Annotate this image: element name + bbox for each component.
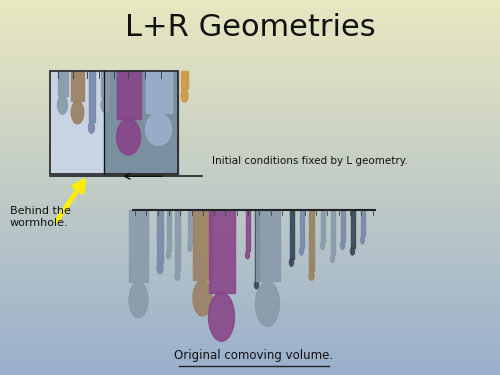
Ellipse shape — [193, 280, 212, 316]
Ellipse shape — [146, 113, 172, 146]
Bar — [208, 210, 234, 292]
Bar — [129, 210, 148, 282]
Text: L+R Geometries: L+R Geometries — [124, 13, 376, 42]
Bar — [146, 71, 172, 113]
Ellipse shape — [101, 98, 109, 112]
Bar — [256, 210, 280, 281]
Bar — [50, 71, 104, 174]
Ellipse shape — [246, 251, 250, 259]
Ellipse shape — [340, 242, 344, 249]
Bar — [340, 210, 344, 242]
Ellipse shape — [88, 122, 94, 133]
Text: Original comoving volume.: Original comoving volume. — [174, 349, 334, 362]
Ellipse shape — [256, 281, 280, 326]
Bar — [330, 210, 334, 255]
Ellipse shape — [58, 96, 68, 114]
Bar — [116, 71, 140, 119]
Bar — [58, 71, 68, 96]
Bar — [320, 210, 324, 242]
Bar — [290, 210, 294, 259]
Bar — [181, 71, 188, 89]
Bar — [175, 210, 180, 271]
Bar — [157, 210, 163, 262]
Bar — [88, 71, 94, 122]
Ellipse shape — [290, 259, 294, 266]
Ellipse shape — [188, 244, 192, 251]
Ellipse shape — [320, 242, 324, 249]
Text: Initial conditions fixed by L geometry.: Initial conditions fixed by L geometry. — [212, 156, 408, 166]
Bar — [309, 210, 314, 271]
Bar — [50, 71, 178, 174]
Ellipse shape — [175, 271, 180, 280]
Ellipse shape — [181, 89, 188, 102]
Bar — [300, 210, 304, 248]
Ellipse shape — [254, 281, 258, 289]
Bar — [166, 210, 170, 251]
Bar — [350, 210, 354, 248]
Ellipse shape — [157, 262, 163, 274]
Ellipse shape — [350, 248, 354, 255]
Ellipse shape — [208, 292, 234, 341]
Bar — [246, 210, 250, 251]
Ellipse shape — [116, 119, 140, 155]
Ellipse shape — [309, 271, 314, 280]
Text: Behind the
wormhole.: Behind the wormhole. — [10, 206, 71, 228]
Ellipse shape — [330, 255, 334, 262]
Bar — [254, 210, 258, 281]
Ellipse shape — [166, 251, 170, 259]
Ellipse shape — [300, 248, 304, 255]
Bar — [193, 210, 212, 280]
Ellipse shape — [72, 101, 84, 124]
Bar — [104, 71, 178, 174]
Ellipse shape — [360, 236, 364, 244]
Bar — [188, 210, 192, 244]
Bar — [72, 71, 84, 101]
Bar — [101, 71, 109, 98]
Ellipse shape — [129, 282, 148, 318]
Bar — [360, 210, 364, 236]
